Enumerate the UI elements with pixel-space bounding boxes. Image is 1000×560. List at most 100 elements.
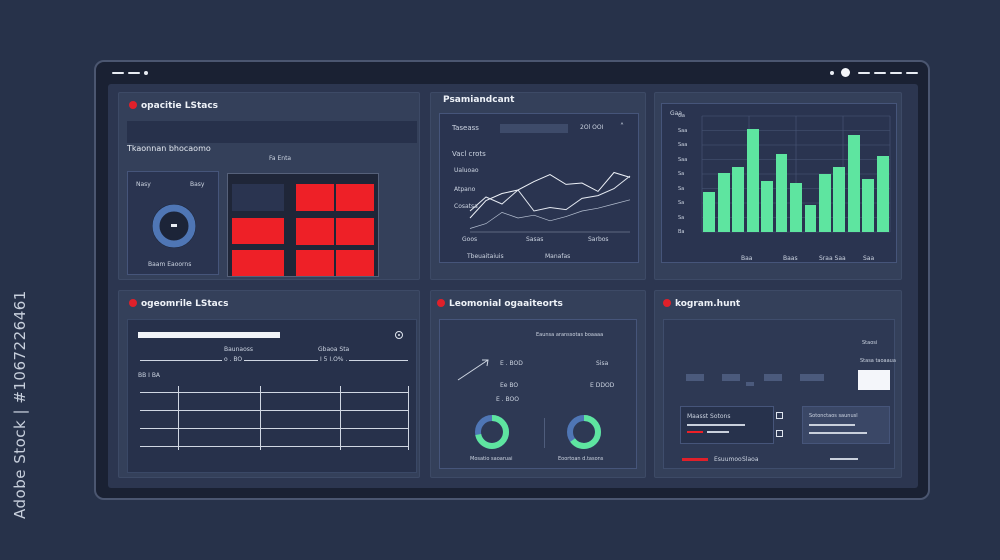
table-row-line xyxy=(140,392,408,393)
bar[interactable] xyxy=(862,179,875,232)
heatmap-cell[interactable] xyxy=(336,184,374,211)
card-title: Maasst Sotons xyxy=(687,413,731,420)
watermark-side-text: Adobe Stock | #1067226461 xyxy=(11,290,29,519)
dashboard: opacitie LStacs Tkaonnan bhocaomo Fa Ent… xyxy=(108,84,918,488)
checkbox[interactable] xyxy=(776,430,783,437)
mid-label: Gbaoa Sta xyxy=(318,346,350,353)
window-top-bar xyxy=(96,62,928,84)
x-label: Baa xyxy=(741,255,753,262)
x-label: Sarbos xyxy=(588,236,609,243)
bar[interactable] xyxy=(703,191,716,232)
heatmap-cell[interactable] xyxy=(296,218,334,245)
heatmap-cell[interactable] xyxy=(232,218,284,244)
stats-card: Eaunsa aranssotas boaaaa Sisa E . BOD Ee… xyxy=(439,319,637,469)
heatmap-cell[interactable] xyxy=(296,250,334,276)
y-tick-label: Ba xyxy=(678,229,685,235)
card-title: Sotonctaos saunusl xyxy=(809,413,858,419)
heatmap-cell[interactable] xyxy=(232,250,284,276)
table-col-line xyxy=(340,386,341,450)
line-chart-card: Taseass 2Ol OOI ˄ Vacl crots Ualuoao Atp… xyxy=(439,113,639,263)
bar[interactable] xyxy=(847,134,860,232)
info-card[interactable]: Maasst Sotons xyxy=(680,406,774,444)
series-line[interactable] xyxy=(469,199,631,229)
heatmap-cell-empty xyxy=(232,184,284,211)
stat-value: Ee BO xyxy=(500,382,519,389)
dot-icon xyxy=(830,71,834,75)
search-label: Taseass xyxy=(452,124,479,132)
bar[interactable] xyxy=(833,166,846,232)
status-dot-icon xyxy=(129,101,137,109)
bar[interactable] xyxy=(775,153,788,232)
settings-icon[interactable] xyxy=(394,330,404,340)
bar[interactable] xyxy=(732,166,745,232)
monitor-screen: opacitie LStacs Tkaonnan bhocaomo Fa Ent… xyxy=(94,60,930,500)
line-chart[interactable] xyxy=(440,114,640,264)
stat-value: E DDOD xyxy=(590,382,615,389)
menu-dash-icon[interactable] xyxy=(874,72,886,74)
bar[interactable] xyxy=(818,174,831,232)
panel-bottom-right: kogram.hunt Staosi Stasa taoaaua Maasst … xyxy=(654,290,902,478)
white-badge[interactable] xyxy=(858,370,890,390)
heatmap-grid[interactable] xyxy=(227,173,379,277)
donut-chart[interactable] xyxy=(472,412,512,452)
y-tick-label: Sa xyxy=(678,214,685,221)
gauge-ring-icon xyxy=(152,204,196,248)
card-line xyxy=(809,424,855,426)
card-line-red xyxy=(687,431,703,433)
search-input[interactable] xyxy=(500,124,568,133)
panel-top-right: Gaa Ga Saa Saa Saa Sa Sa Sa Sa Ba Baa Baas Sraa … xyxy=(654,92,902,280)
table-row-line xyxy=(140,410,408,411)
heatmap-cell[interactable] xyxy=(296,184,334,211)
top-label: Eaunsa aranssotas boaaaa xyxy=(536,332,604,338)
footer-label: Slaoa xyxy=(742,456,759,463)
top-label: Staosi xyxy=(862,340,878,346)
series-line[interactable] xyxy=(469,171,631,219)
chart-title: Vacl crots xyxy=(452,150,486,158)
chevron-up-icon[interactable]: ˄ xyxy=(620,122,624,131)
x-label: Goos xyxy=(462,236,478,243)
y-label: Cosatsa xyxy=(454,203,478,210)
y-tick-label: Saa xyxy=(678,142,688,148)
record-dot-icon[interactable] xyxy=(841,68,850,77)
bar[interactable] xyxy=(790,183,802,232)
panel-title: Leomonial ogaaiteorts xyxy=(437,299,563,309)
status-dot-icon xyxy=(437,299,445,307)
panel-title: Psamiandcant xyxy=(443,95,515,105)
gauge-label: Baam Eaoorns xyxy=(148,261,192,268)
footer-label: Manafas xyxy=(545,253,571,260)
bar[interactable] xyxy=(804,204,817,232)
donut-hole xyxy=(483,423,501,441)
legend-swatch xyxy=(722,374,740,381)
heatmap-cell[interactable] xyxy=(336,218,374,245)
divider xyxy=(544,418,545,448)
card-label: Nasy xyxy=(136,181,151,188)
table-row-line xyxy=(140,446,408,447)
heatmap-cell[interactable] xyxy=(336,250,374,276)
bar[interactable] xyxy=(761,181,773,232)
menu-dash-icon[interactable] xyxy=(906,72,918,74)
top-right-label: Sisa xyxy=(596,360,609,367)
donut-chart[interactable] xyxy=(564,412,604,452)
gauge-card[interactable]: Nasy Basy Baam Eaoorns xyxy=(127,171,219,275)
table-col-line xyxy=(260,386,261,450)
divider xyxy=(140,360,408,361)
y-tick-label: Sa xyxy=(678,185,685,192)
y-tick-label: Ga xyxy=(678,113,685,119)
menu-dash-icon[interactable] xyxy=(890,72,902,74)
series-line[interactable] xyxy=(469,175,631,212)
x-label: Sasas xyxy=(526,236,544,243)
legend-swatch xyxy=(686,374,704,381)
menu-dash-icon[interactable] xyxy=(858,72,870,74)
donut-slice[interactable] xyxy=(567,415,601,449)
bar[interactable] xyxy=(717,172,730,232)
dot-icon xyxy=(144,71,148,75)
panel-bottom-left: ogeomrile LStacs Baunaoss Gbaoa Sta o . … xyxy=(118,290,420,478)
donut-slice[interactable] xyxy=(475,415,509,449)
bar[interactable] xyxy=(746,128,759,232)
bar[interactable] xyxy=(876,156,889,232)
y-tick-label: Saa xyxy=(678,127,688,134)
info-card[interactable]: Sotonctaos saunusl xyxy=(802,406,890,444)
checkbox[interactable] xyxy=(776,412,783,419)
y-label: Atpano xyxy=(454,186,476,193)
donut-label: Eoortoan d.tasons xyxy=(558,456,604,462)
